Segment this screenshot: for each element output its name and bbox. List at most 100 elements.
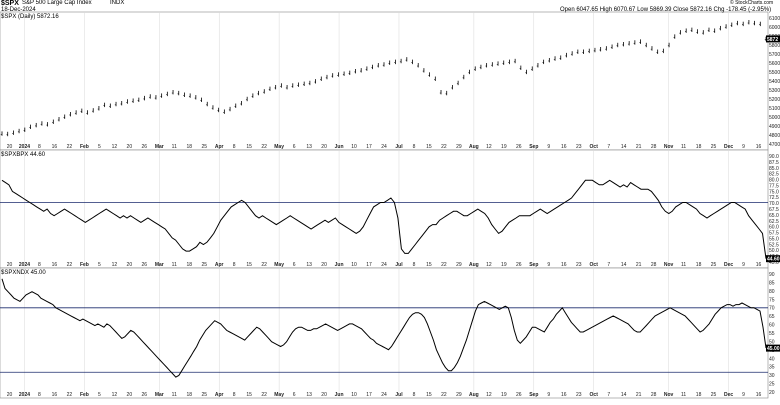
y-tick-label: 57.5 bbox=[769, 231, 779, 237]
panel-price bbox=[0, 11, 769, 151]
x-tick-label: Aug bbox=[469, 392, 479, 398]
x-tick-label: Oct bbox=[590, 392, 599, 398]
x-tick-label: 9 bbox=[742, 392, 745, 398]
y-tick-label: 62.5 bbox=[769, 219, 779, 225]
y-tick-label: 77.5 bbox=[769, 183, 779, 189]
x-tick-label: 20 bbox=[321, 392, 327, 398]
x-tick-label: 16 bbox=[756, 392, 762, 398]
x-tick-label: 13 bbox=[306, 144, 312, 150]
x-tick-label: 16 bbox=[52, 262, 58, 268]
x-tick-label: 20 bbox=[127, 262, 133, 268]
x-tick-label: Nov bbox=[664, 392, 674, 398]
y-tick-label: 4900 bbox=[769, 124, 780, 130]
x-tick-label: 29 bbox=[456, 392, 462, 398]
x-tick-label: 9 bbox=[547, 262, 550, 268]
x-tick-label: 8 bbox=[38, 392, 41, 398]
x-tick-label: 14 bbox=[621, 262, 627, 268]
x-tick-label: Sep bbox=[529, 144, 538, 150]
x-tick-label: 9 bbox=[742, 144, 745, 150]
x-tick-label: 9 bbox=[547, 392, 550, 398]
x-tick-label: 15 bbox=[426, 262, 432, 268]
x-tick-label: 12 bbox=[112, 144, 118, 150]
x-tick-label: 5 bbox=[98, 392, 101, 398]
x-tick-label: 18 bbox=[186, 144, 192, 150]
x-tick-label: Mar bbox=[155, 392, 164, 398]
x-tick-label: 26 bbox=[142, 262, 148, 268]
x-tick-label: 16 bbox=[756, 144, 762, 150]
x-tick-label: Feb bbox=[80, 392, 89, 398]
x-tick-label: 28 bbox=[651, 392, 657, 398]
y-tick-label: 87.5 bbox=[769, 160, 779, 166]
symbol: $SPX bbox=[1, 0, 19, 7]
y-tick-label: 85.0 bbox=[769, 166, 779, 172]
x-tick-label: Dec bbox=[724, 144, 733, 150]
y-tick-label: 70 bbox=[769, 306, 775, 312]
x-tick-label: 5 bbox=[98, 144, 101, 150]
x-tick-label: 6 bbox=[293, 144, 296, 150]
x-tick-label: 11 bbox=[681, 392, 686, 398]
rsi2-label: $SPXNDX 45.00 bbox=[1, 270, 46, 276]
x-tick-label: Nov bbox=[664, 144, 674, 150]
x-tick-label: 8 bbox=[233, 392, 236, 398]
x-tick-label: Sep bbox=[529, 392, 538, 398]
y-tick-label: 5100 bbox=[769, 106, 780, 112]
x-tick-label: 9 bbox=[547, 144, 550, 150]
y-tick-label: 25 bbox=[769, 382, 775, 388]
x-tick-label: 22 bbox=[441, 144, 447, 150]
x-tick-label: Oct bbox=[590, 144, 599, 150]
x-tick-label: 16 bbox=[52, 392, 58, 398]
x-tick-label: 22 bbox=[441, 392, 447, 398]
x-tick-label: 2024 bbox=[19, 262, 30, 268]
x-tick-label: 7 bbox=[607, 392, 610, 398]
rsi1-series bbox=[1, 179, 767, 259]
x-tick-label: 28 bbox=[651, 262, 657, 268]
symbol-name: S&P 500 Large Cap Index bbox=[22, 0, 92, 6]
x-tick-label: 10 bbox=[351, 392, 357, 398]
y-tick-label: 67.5 bbox=[769, 207, 779, 213]
x-tick-label: Mar bbox=[155, 262, 164, 268]
x-tick-label: 25 bbox=[201, 392, 207, 398]
x-tick-label: Feb bbox=[80, 262, 89, 268]
x-tick-label: 8 bbox=[413, 144, 416, 150]
y-tick-label: 6100 bbox=[769, 16, 780, 22]
x-tick-label: Jun bbox=[335, 392, 344, 398]
x-tick-label: 11 bbox=[681, 262, 686, 268]
x-tick-label: 26 bbox=[142, 392, 148, 398]
y-tick-label: 5600 bbox=[769, 61, 780, 67]
x-tick-label: 19 bbox=[501, 144, 507, 150]
x-tick-label: 10 bbox=[351, 144, 357, 150]
x-tick-label: 14 bbox=[621, 144, 627, 150]
panel-rsi1 bbox=[0, 149, 769, 269]
x-tick-label: 22 bbox=[261, 392, 267, 398]
last-value-tag bbox=[766, 344, 780, 352]
x-tick-label: 2024 bbox=[19, 392, 30, 398]
x-tick-label: May bbox=[274, 392, 284, 398]
last-value-label: 45.00 bbox=[767, 346, 780, 352]
y-tick-label: 40 bbox=[769, 356, 775, 362]
x-tick-label: 7 bbox=[607, 262, 610, 268]
x-tick-label: Jun bbox=[335, 144, 344, 150]
y-tick-label: 90.0 bbox=[769, 154, 779, 160]
x-tick-label: 24 bbox=[381, 144, 387, 150]
x-tick-label: May bbox=[274, 262, 284, 268]
x-tick-label: 28 bbox=[651, 144, 657, 150]
x-tick-label: Jul bbox=[395, 262, 403, 268]
rsi2-line bbox=[1, 278, 767, 378]
y-tick-label: 35 bbox=[769, 365, 775, 371]
x-tick-label: 25 bbox=[201, 144, 207, 150]
x-tick-label: 12 bbox=[112, 392, 118, 398]
x-tick-label: 24 bbox=[381, 262, 387, 268]
x-tick-label: 11 bbox=[172, 144, 177, 150]
x-tick-label: 24 bbox=[381, 392, 387, 398]
y-tick-label: 5700 bbox=[769, 52, 780, 58]
x-tick-label: 12 bbox=[112, 262, 118, 268]
x-tick-label: Apr bbox=[215, 262, 224, 268]
x-tick-label: 19 bbox=[501, 392, 507, 398]
x-tick-label: 16 bbox=[756, 262, 762, 268]
y-tick-label: 75.0 bbox=[769, 189, 779, 195]
y-tick-label: 5500 bbox=[769, 70, 780, 76]
x-tick-label: 25 bbox=[711, 262, 717, 268]
y-tick-label: 65.0 bbox=[769, 213, 779, 219]
x-tick-label: 21 bbox=[636, 262, 642, 268]
